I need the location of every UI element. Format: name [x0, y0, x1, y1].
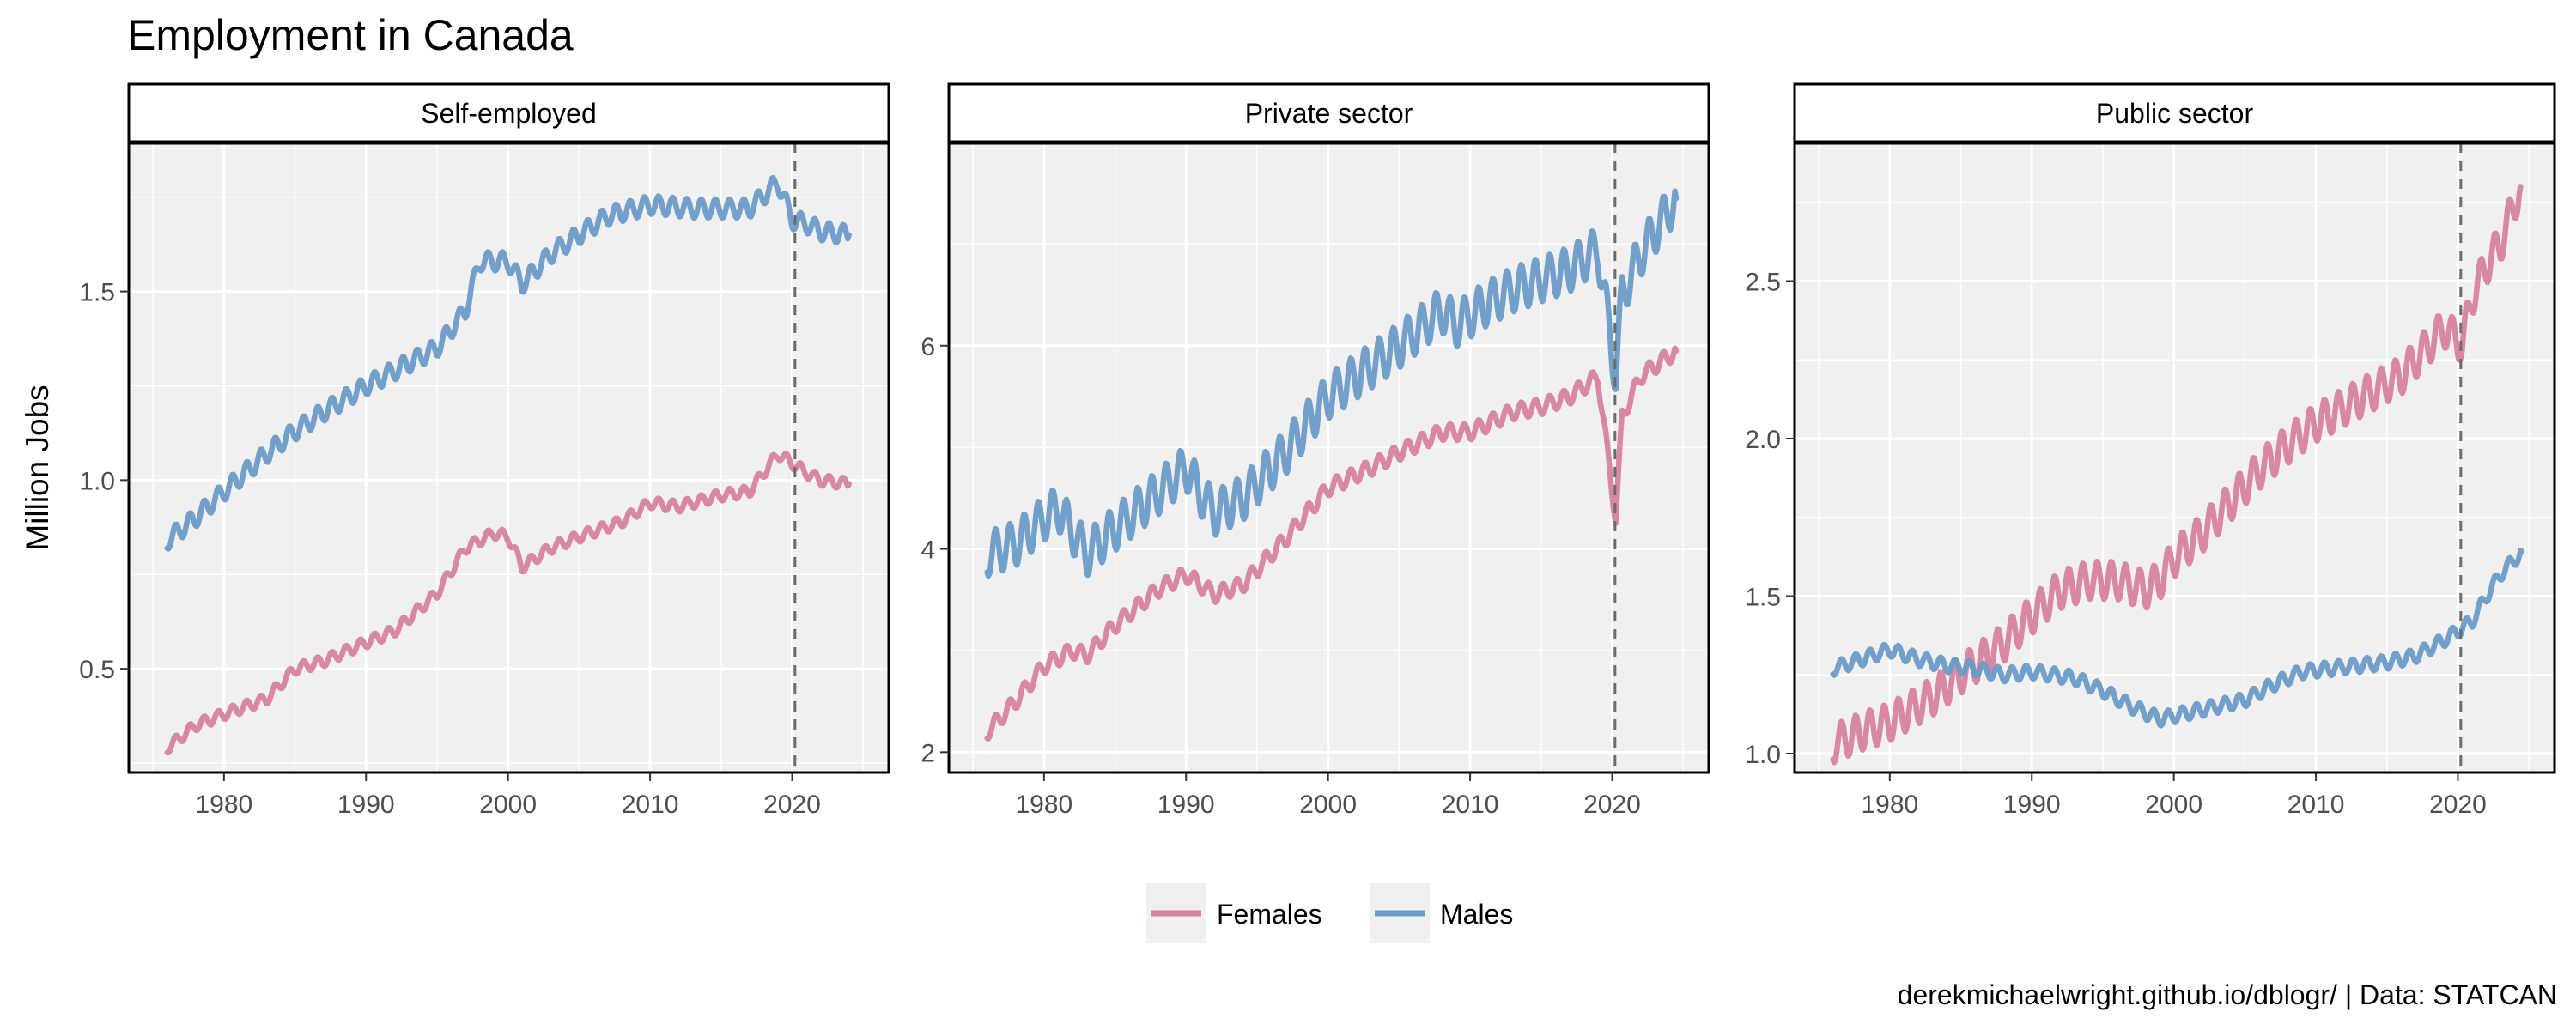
x-tick-label: 2020 — [763, 791, 821, 819]
panel-self-employed: Self-employed 0.5 1.0 1.5 1980 1990 2000 2010 20… — [79, 82, 890, 819]
x-tick-label: 2020 — [2429, 791, 2487, 819]
x-tick-label: 1980 — [1015, 791, 1072, 819]
x-tick-label: 1980 — [195, 791, 252, 819]
y-tick-label: 1.5 — [79, 279, 115, 307]
legend: Females Males — [1146, 883, 1513, 943]
y-tick-label: 0.5 — [79, 656, 115, 684]
facet-strip-label: Private sector — [1245, 98, 1413, 129]
x-tick-label: 2000 — [2145, 791, 2202, 819]
legend-label: Males — [1440, 899, 1513, 930]
series-line-females — [984, 345, 1680, 742]
x-tick-label: 1990 — [1157, 791, 1215, 819]
series-lines — [1830, 184, 2525, 766]
legend-entry-females: Females — [1146, 883, 1322, 943]
facet-strip — [947, 82, 1710, 144]
series-lines — [164, 174, 852, 756]
y-tick-label: 2.0 — [1745, 426, 1781, 454]
y-tick-label: 1.5 — [1745, 583, 1781, 611]
x-tick-label: 2010 — [1442, 791, 1499, 819]
facet-strip-label: Self-employed — [421, 98, 597, 129]
facet-strip — [127, 82, 890, 144]
x-tick-label: 2020 — [1583, 791, 1641, 819]
x-tick-label: 2000 — [1299, 791, 1357, 819]
facet-strip-label: Public sector — [2096, 98, 2254, 129]
x-tick-label: 2010 — [2287, 791, 2345, 819]
x-tick-label: 1990 — [337, 791, 395, 819]
x-tick-label: 1990 — [2003, 791, 2061, 819]
legend-entry-males: Males — [1370, 883, 1513, 943]
x-tick-label: 1980 — [1861, 791, 1918, 819]
series-line-males — [164, 174, 852, 552]
y-tick-label: 2.5 — [1745, 268, 1781, 296]
y-tick-label: 2 — [920, 739, 935, 767]
panel-private-sector: Private sector 2 4 6 1980 1990 2000 2010 2020 — [920, 82, 1710, 819]
x-tick-label: 2000 — [479, 791, 537, 819]
facet-strip — [1793, 82, 2556, 144]
y-tick-label: 6 — [920, 333, 935, 361]
chart-caption: derekmichaelwright.github.io/dblogr/ | D… — [1898, 979, 2557, 1010]
y-axis-label: Million Jobs — [20, 385, 55, 550]
chart-title: Employment in Canada — [127, 11, 574, 59]
series-lines — [984, 188, 1680, 742]
series-line-females — [1830, 184, 2524, 766]
series-line-males — [984, 188, 1680, 579]
legend-label: Females — [1217, 899, 1322, 930]
y-tick-label: 1.0 — [1745, 741, 1781, 769]
y-tick-label: 4 — [920, 536, 935, 565]
y-tick-label: 1.0 — [79, 467, 115, 495]
facet-panels: Self-employed 0.5 1.0 1.5 1980 1990 2000 2010 20… — [79, 82, 2556, 819]
series-line-males — [1830, 547, 2525, 729]
series-line-females — [164, 451, 852, 756]
x-tick-label: 2010 — [622, 791, 679, 819]
panel-public-sector: Public sector 1.0 1.5 2.0 2.5 1980 1990 2000 201… — [1745, 82, 2556, 819]
